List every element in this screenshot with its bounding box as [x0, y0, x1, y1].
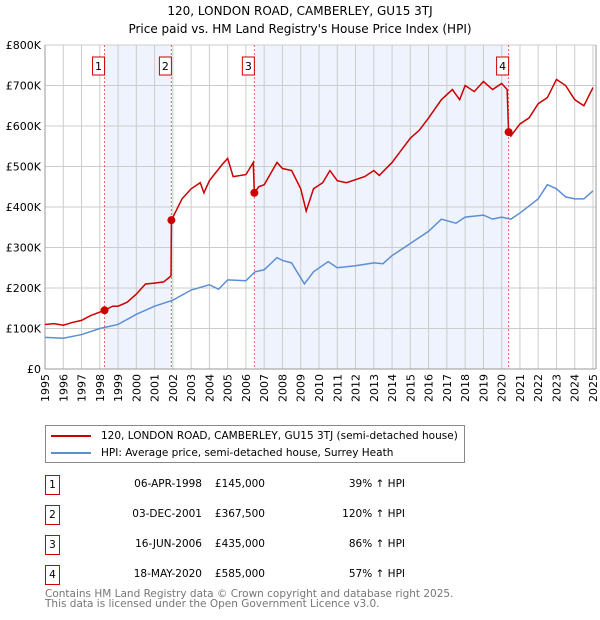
x-tick-label: 2014 — [386, 374, 399, 402]
x-tick-label: 1999 — [112, 374, 125, 402]
sale-date: 16-JUN-2006 — [135, 538, 202, 550]
sale-row: 4 18-MAY-2020 £585,000 57% ↑ HPI — [45, 565, 445, 585]
x-tick-label: 2015 — [404, 374, 417, 402]
chart-title: 120, LONDON ROAD, CAMBERLEY, GU15 3TJ — [167, 4, 432, 18]
legend: 120, LONDON ROAD, CAMBERLEY, GU15 3TJ (s… — [45, 425, 465, 463]
footer: Contains HM Land Registry data © Crown c… — [45, 588, 454, 610]
legend-label: HPI: Average price, semi-detached house,… — [101, 447, 394, 459]
sale-label: 3 — [245, 60, 252, 73]
sale-date: 18-MAY-2020 — [133, 568, 202, 580]
sale-price: £585,000 — [214, 568, 265, 580]
y-tick-label: £700K — [6, 80, 42, 93]
legend-item-hpi: HPI: Average price, semi-detached house,… — [51, 445, 393, 461]
x-tick-label: 2019 — [477, 374, 490, 402]
sale-number: 2 — [45, 505, 60, 525]
sale-date: 03-DEC-2001 — [132, 508, 202, 520]
y-tick-label: £0 — [27, 363, 41, 376]
sale-price: £145,000 — [214, 478, 265, 490]
sale-label: 4 — [499, 60, 506, 73]
sale-point — [167, 216, 176, 225]
x-tick-label: 1998 — [94, 374, 107, 402]
legend-blue-line — [51, 452, 91, 454]
footer-line-1: Contains HM Land Registry data © Crown c… — [45, 588, 454, 600]
sale-date: 06-APR-1998 — [134, 478, 202, 490]
sale-row: 2 03-DEC-2001 £367,500 120% ↑ HPI — [45, 505, 445, 525]
x-tick-label: 2017 — [441, 374, 454, 402]
sale-label: 1 — [95, 60, 102, 73]
x-tick-label: 2004 — [203, 374, 216, 402]
x-tick-label: 2021 — [514, 374, 527, 402]
x-tick-label: 2008 — [276, 374, 289, 402]
chart-subtitle: Price paid vs. HM Land Registry's House … — [128, 22, 471, 36]
x-tick-label: 1995 — [39, 374, 52, 402]
legend-label: 120, LONDON ROAD, CAMBERLEY, GU15 3TJ (s… — [101, 430, 458, 442]
x-tick-label: 2012 — [350, 374, 363, 402]
price-chart: 120, LONDON ROAD, CAMBERLEY, GU15 3TJ Pr… — [6, 4, 600, 402]
x-tick-label: 2006 — [240, 374, 253, 402]
y-tick-label: £200K — [6, 282, 42, 295]
x-tick-label: 1996 — [57, 374, 70, 402]
sale-hpi-diff: 120% ↑ HPI — [342, 508, 405, 520]
x-tick-label: 2002 — [167, 374, 180, 402]
x-tick-label: 2020 — [496, 374, 509, 402]
y-tick-label: £400K — [6, 201, 42, 214]
sale-label-box — [496, 56, 510, 76]
x-tick-label: 2022 — [532, 374, 545, 402]
x-tick-label: 2025 — [587, 374, 600, 402]
sale-price: £435,000 — [214, 538, 265, 550]
sale-point — [504, 128, 513, 137]
footer-line-2: This data is licensed under the Open Gov… — [45, 598, 380, 610]
sale-price: £367,500 — [214, 508, 265, 520]
sale-number: 1 — [45, 475, 60, 495]
sale-point — [250, 188, 259, 197]
sale-number: 3 — [45, 535, 60, 555]
sale-label-box — [158, 56, 172, 76]
x-tick-label: 2011 — [331, 374, 344, 402]
sale-hpi-diff: 39% ↑ HPI — [348, 478, 405, 490]
sale-label: 2 — [162, 60, 169, 73]
y-tick-label: £100K — [6, 323, 42, 336]
hpi-line — [44, 183, 594, 339]
legend-item-property: 120, LONDON ROAD, CAMBERLEY, GU15 3TJ (s… — [51, 428, 458, 444]
x-tick-label: 2003 — [185, 374, 198, 402]
y-tick-label: £600K — [6, 120, 42, 133]
sale-hpi-diff: 86% ↑ HPI — [348, 538, 405, 550]
x-tick-label: 2009 — [295, 374, 308, 402]
y-tick-label: £300K — [6, 242, 42, 255]
x-tick-label: 2000 — [130, 374, 143, 402]
legend-red-line — [51, 435, 91, 437]
x-tick-label: 2007 — [258, 374, 271, 402]
sale-label-box — [241, 56, 255, 76]
x-tick-label: 2023 — [550, 374, 563, 402]
sale-point — [100, 306, 109, 315]
x-tick-label: 2005 — [222, 374, 235, 402]
sale-row: 1 06-APR-1998 £145,000 39% ↑ HPI — [45, 475, 445, 495]
x-tick-label: 2016 — [423, 374, 436, 402]
price-paid-line — [44, 78, 594, 327]
y-tick-label: £500K — [6, 161, 42, 174]
sale-number: 4 — [45, 565, 60, 585]
x-tick-label: 1997 — [76, 374, 89, 402]
x-tick-label: 2013 — [368, 374, 381, 402]
x-tick-label: 2001 — [149, 374, 162, 402]
x-tick-label: 2010 — [313, 374, 326, 402]
x-tick-label: 2024 — [569, 374, 582, 402]
y-tick-label: £800K — [6, 39, 42, 52]
sale-label-box — [92, 56, 106, 76]
sale-row: 3 16-JUN-2006 £435,000 86% ↑ HPI — [45, 535, 445, 555]
sale-hpi-diff: 57% ↑ HPI — [348, 568, 405, 580]
x-tick-label: 2018 — [459, 374, 472, 402]
